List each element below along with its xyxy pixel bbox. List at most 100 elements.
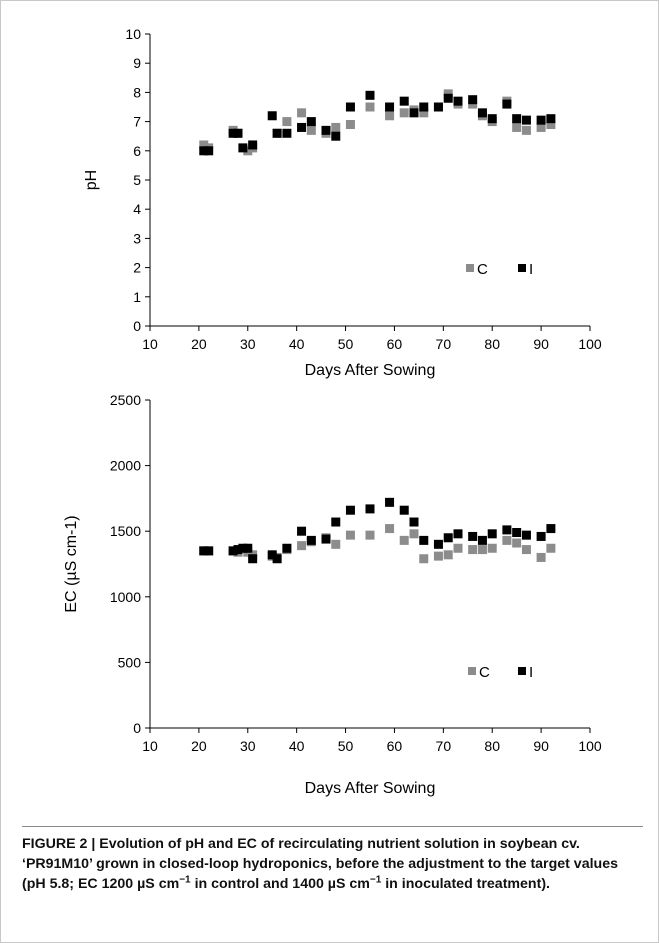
ph-chart-y-tick-label: 10: [125, 26, 141, 42]
ec-chart-point-i: [419, 535, 429, 545]
ec-chart-point-i: [546, 524, 556, 534]
ph-chart-point-i: [409, 108, 419, 118]
figure-caption: FIGURE 2 | Evolution of pH and EC of rec…: [22, 834, 644, 894]
ec-chart-point-c: [409, 529, 419, 539]
ec-chart-y-tick-label: 1000: [110, 589, 141, 605]
ph-chart-point-i: [385, 102, 395, 112]
ec-chart-point-c: [536, 552, 546, 562]
ec-chart-point-c: [502, 535, 512, 545]
ph-chart-legend-label-c: C: [477, 261, 488, 278]
ph-chart-y-axis-title: pH: [83, 170, 100, 190]
ec-chart-point-i: [502, 525, 512, 535]
ec-chart-point-c: [385, 524, 395, 534]
ph-chart-x-tick-label: 100: [578, 336, 602, 352]
ec-chart-point-c: [419, 554, 429, 564]
ph-chart-point-c: [331, 122, 341, 132]
ec-chart-point-c: [443, 550, 453, 560]
ph-chart-point-i: [233, 128, 243, 138]
ec-chart-point-i: [228, 546, 238, 556]
ec-chart-point-c: [521, 545, 531, 555]
ec-chart-point-i: [204, 546, 214, 556]
ph-chart-point-i: [419, 102, 429, 112]
ec-chart-point-i: [233, 545, 243, 555]
ec-chart-point-c: [546, 543, 556, 553]
ph-chart-point-i: [204, 146, 214, 156]
ec-chart-x-tick-label: 50: [338, 738, 354, 754]
ph-chart-point-i: [248, 140, 258, 150]
ph-chart-x-tick-label: 30: [240, 336, 256, 352]
ec-chart-point-i: [477, 535, 487, 545]
ec-chart-point-i: [409, 517, 419, 527]
ec-chart-x-axis-title: Days After Sowing: [305, 780, 436, 797]
ec-chart-point-i: [487, 529, 497, 539]
ph-chart-point-i: [512, 114, 522, 124]
ec-chart-y-tick-label: 2000: [110, 458, 141, 474]
ec-chart-point-i: [321, 534, 331, 544]
ec-chart-y-tick-label: 1500: [110, 523, 141, 539]
caption-label: FIGURE 2 |: [22, 836, 100, 852]
ph-chart-point-i: [502, 99, 512, 109]
ec-chart-point-i: [512, 528, 522, 538]
ec-chart-point-i: [385, 497, 395, 507]
ec-chart-point-i: [453, 529, 463, 539]
ph-chart-point-i: [399, 96, 409, 106]
ph-chart-point-i: [272, 128, 282, 138]
ph-chart-point-i: [365, 90, 375, 100]
ph-chart-x-axis-title: Days After Sowing: [305, 362, 436, 379]
ec-chart-point-i: [282, 543, 292, 553]
ec-chart-point-i: [331, 517, 341, 527]
ph-chart-x-tick-label: 80: [484, 336, 500, 352]
ec-chart-point-c: [512, 538, 522, 548]
ph-chart-x-tick-label: 60: [387, 336, 403, 352]
ph-chart-point-i: [443, 93, 453, 103]
caption-text-1: Evolution of pH and EC of recirculating …: [22, 836, 618, 892]
ph-chart-x-tick-label: 70: [436, 336, 452, 352]
ph-chart-point-c: [297, 108, 307, 118]
ph-chart-y-tick-label: 3: [133, 230, 141, 246]
caption-divider: [22, 826, 643, 827]
ph-chart-y-tick-label: 5: [133, 172, 141, 188]
caption-superscript-2: −1: [369, 874, 382, 886]
ec-chart-point-c: [468, 545, 478, 555]
ph-chart-legend-marker-c: [466, 264, 474, 272]
ph-chart-point-i: [433, 102, 443, 112]
ec-chart-x-tick-label: 100: [578, 738, 602, 754]
ph-chart-point-i: [238, 143, 248, 153]
ph-chart-point-c: [521, 125, 531, 135]
ph-chart-point-i: [228, 128, 238, 138]
ph-chart-x-tick-label: 40: [289, 336, 305, 352]
ph-chart-legend-marker-i: [518, 264, 526, 272]
ph-chart-point-c: [365, 102, 375, 112]
ec-chart-point-i: [243, 543, 253, 553]
ph-chart-point-c: [306, 125, 316, 135]
ec-chart-point-i: [199, 546, 209, 556]
ec-chart-point-i: [306, 535, 316, 545]
ec-chart-point-i: [521, 530, 531, 540]
ph-chart-point-c: [546, 120, 556, 130]
ec-chart-point-i: [399, 505, 409, 515]
ph-chart-y-tick-label: 4: [133, 201, 141, 217]
ph-chart-y-tick-label: 0: [133, 318, 141, 334]
ph-chart-point-c: [243, 146, 253, 156]
ec-chart-y-tick-label: 0: [133, 720, 141, 736]
ph-chart-x-tick-label: 10: [142, 336, 158, 352]
ph-chart-y-tick-label: 1: [133, 289, 141, 305]
ph-chart-point-c: [385, 111, 395, 121]
ph-chart-point-i: [199, 146, 209, 156]
caption-text-3: in inoculated treatment).: [381, 876, 550, 892]
ec-chart-point-c: [297, 541, 307, 551]
ec-chart-legend-marker-c: [468, 667, 476, 675]
ph-chart-point-c: [282, 117, 292, 127]
ph-chart-x-tick-label: 50: [338, 336, 354, 352]
ec-chart-y-tick-label: 2500: [110, 392, 141, 408]
ph-chart-point-i: [487, 114, 497, 124]
ph-chart-y-tick-label: 9: [133, 55, 141, 71]
ec-chart-point-i: [272, 554, 282, 564]
ph-chart-y-tick-label: 2: [133, 260, 141, 276]
ph-chart-point-i: [477, 108, 487, 118]
ph-chart-point-i: [297, 122, 307, 132]
ec-chart-point-i: [297, 526, 307, 536]
ph-chart-point-i: [468, 95, 478, 105]
ph-chart-point-c: [512, 122, 522, 132]
